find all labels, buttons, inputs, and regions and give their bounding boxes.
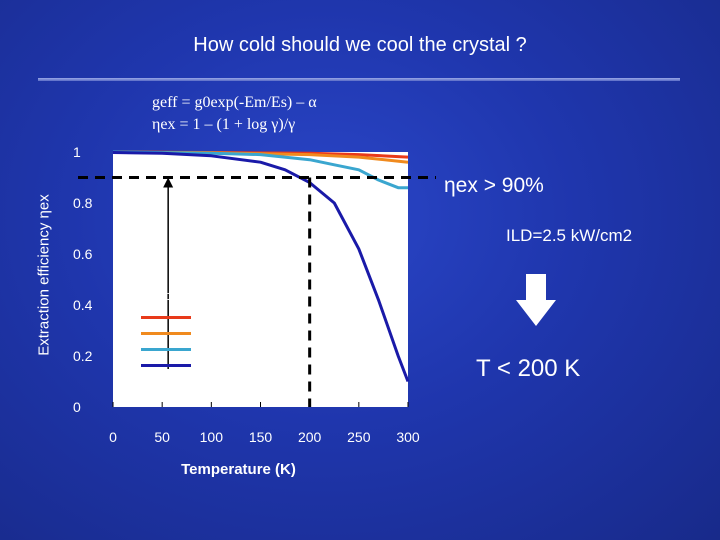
legend-swatch [141,332,191,335]
efficiency-formula: ηex = 1 – (1 + log γ)/γ [152,116,296,133]
efficiency-target-note: ηex > 90% [444,174,544,197]
y-tick-label: 0.2 [73,348,93,364]
legend-swatch [141,364,191,367]
y-tick-label: 0.4 [73,297,93,313]
y-tick-label: 0 [73,399,81,415]
slide-title: How cold should we cool the crystal ? [193,34,527,56]
x-tick-label: 100 [200,429,224,445]
y-tick-label: 1 [73,144,81,160]
up-arrow-head [163,177,174,188]
title-divider [38,78,680,81]
x-tick-label: 250 [347,429,371,445]
down-arrow-icon [516,274,556,326]
x-tick-label: 200 [298,429,322,445]
y-tick-label: 0.8 [73,195,93,211]
plot-area [113,152,408,407]
pump-intensity-note: ILD=2.5 kW/cm2 [506,226,633,245]
legend-label: 100 kW/cm² [190,312,260,327]
x-tick-label: 300 [396,429,420,445]
pump-duration-note: pump duration : 200 μs [139,288,273,303]
legend-label: 10 kW/cm² [198,346,261,361]
gain-formula: geff = g0exp(-Em/Es) – α [152,94,317,111]
legend-swatch [141,348,191,351]
x-tick-label: 0 [109,429,117,445]
series-line-3 [112,150,408,190]
legend-swatch [141,316,191,319]
x-tick-label: 50 [154,429,170,445]
legend-label: 50 kW/cm² [198,330,261,345]
y-tick-label: 0.6 [73,246,93,262]
legend-label: 1 kW/cm² [205,362,260,377]
temperature-conclusion: T < 200 K [476,355,581,382]
x-tick-label: 150 [249,429,273,445]
x-axis-label: Temperature (K) [181,461,296,478]
